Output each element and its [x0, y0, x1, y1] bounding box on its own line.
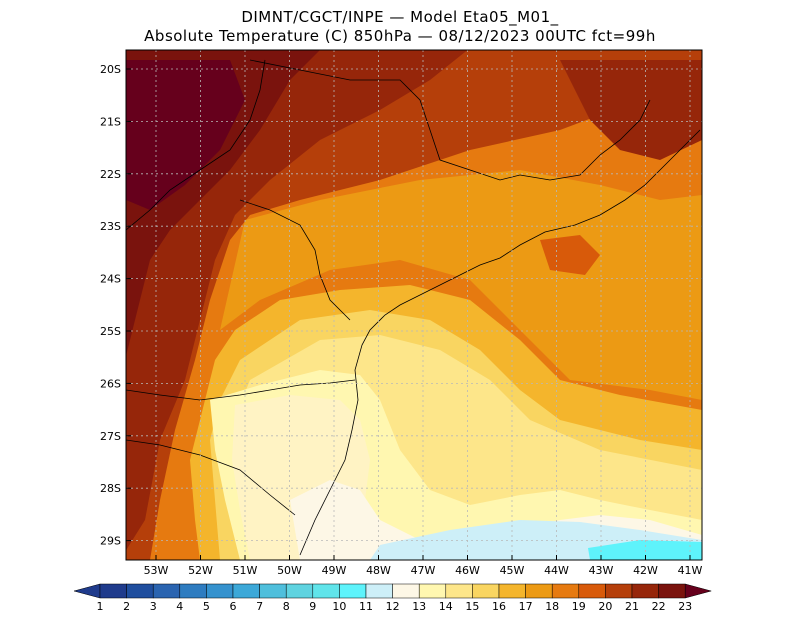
lon-label: 52W [188, 564, 213, 577]
lon-label: 41W [678, 564, 703, 577]
longitude-labels: 53W 52W 51W 50W 49W 48W 47W 46W 45W 44W 43W 42W 41W [144, 555, 703, 577]
colorbar-swatch [525, 583, 553, 599]
lat-label: 20S [100, 63, 121, 76]
map-frame [125, 49, 703, 561]
colorbar-label: 3 [150, 600, 157, 613]
colorbar-swatch [339, 583, 367, 599]
colorbar-label: 4 [176, 600, 183, 613]
colorbar-label: 8 [283, 600, 290, 613]
state-border-rs-sc [126, 439, 296, 516]
lon-label: 53W [144, 564, 169, 577]
colorbar-label: 1 [97, 600, 104, 613]
temp-band-23 [126, 60, 245, 210]
lon-label: 51W [233, 564, 258, 577]
colorbar-label: 6 [230, 600, 237, 613]
colorbar-high-arrow [684, 583, 713, 599]
coastline [299, 129, 701, 556]
colorbar-swatch [312, 583, 340, 599]
colorbar-swatch [206, 583, 234, 599]
colorbar-swatch [605, 583, 633, 599]
temperature-field [126, 50, 702, 560]
lon-label: 43W [589, 564, 614, 577]
colorbar-swatch [285, 583, 314, 599]
lon-label: 42W [633, 564, 658, 577]
latitude-labels: 20S 21S 22S 23S 24S 25S 26S 27S 28S 29S [100, 63, 131, 548]
lat-label: 28S [100, 482, 121, 495]
colorbar-swatch [658, 583, 686, 599]
lat-label: 27S [100, 430, 121, 443]
colorbar-swatch [179, 583, 207, 599]
temp-band-19-spot [540, 235, 600, 275]
lon-label: 50W [277, 564, 302, 577]
colorbar: 1 2 3 4 5 6 7 8 9 10 11 12 13 14 15 16 17 18 19 20 21 22 23 [73, 583, 713, 613]
colorbar-swatch [498, 583, 526, 599]
state-border-sp-pr [239, 199, 351, 321]
lat-label: 21S [100, 115, 121, 128]
colorbar-label: 14 [439, 600, 453, 613]
temp-band-9 [588, 540, 702, 560]
colorbar-label: 9 [309, 600, 316, 613]
colorbar-swatch [551, 583, 580, 599]
colorbar-label: 17 [519, 600, 533, 613]
state-border-ms [126, 59, 266, 231]
colorbar-swatch [126, 583, 154, 599]
temp-band-17 [220, 170, 702, 400]
lon-label: 45W [500, 564, 525, 577]
lat-label: 22S [100, 168, 121, 181]
colorbar-swatch [445, 583, 473, 599]
lon-label: 48W [366, 564, 391, 577]
colorbar-swatch [578, 583, 606, 599]
colorbar-label: 11 [359, 600, 373, 613]
colorbar-label: 7 [256, 600, 263, 613]
colorbar-label: 19 [572, 600, 586, 613]
temp-band-21-ne [560, 60, 702, 160]
colorbar-swatch [365, 583, 393, 599]
colorbar-swatch [631, 583, 659, 599]
colorbar-label: 20 [598, 600, 612, 613]
colorbar-label: 21 [625, 600, 639, 613]
colorbar-low-arrow [73, 583, 101, 599]
lat-label: 23S [100, 220, 121, 233]
colorbar-swatch [259, 583, 287, 599]
graticule [126, 50, 702, 560]
lat-label: 26S [100, 377, 121, 390]
lat-label: 24S [100, 273, 121, 286]
colorbar-label: 12 [386, 600, 400, 613]
colorbar-label: 22 [652, 600, 666, 613]
state-border-sc-pr [126, 379, 356, 401]
colorbar-swatch [472, 583, 500, 599]
lon-label: 49W [322, 564, 347, 577]
state-border-rj-es [519, 99, 651, 181]
state-border-mg [249, 59, 521, 181]
colorbar-label: 23 [678, 600, 692, 613]
colorbar-swatch [232, 583, 260, 599]
colorbar-label: 2 [123, 600, 130, 613]
lat-label: 25S [100, 325, 121, 338]
coastline-and-borders [126, 59, 701, 556]
colorbar-label: 16 [492, 600, 506, 613]
colorbar-label: 10 [332, 600, 346, 613]
map-title-line-1: DIMNT/CGCT/INPE — Model Eta05_M01_ [241, 8, 559, 26]
lon-label: 46W [455, 564, 480, 577]
lon-label: 47W [411, 564, 436, 577]
colorbar-swatch [152, 583, 181, 599]
colorbar-label: 15 [465, 600, 479, 613]
colorbar-label: 13 [412, 600, 426, 613]
lon-label: 44W [544, 564, 569, 577]
lat-label: 29S [100, 535, 121, 548]
colorbar-label: 18 [545, 600, 559, 613]
colorbar-swatch [99, 583, 127, 599]
colorbar-label: 5 [203, 600, 210, 613]
map-title-line-2: Absolute Temperature (C) 850hPa — 08/12/… [144, 27, 656, 45]
colorbar-swatch [392, 583, 420, 599]
colorbar-swatch [418, 583, 447, 599]
